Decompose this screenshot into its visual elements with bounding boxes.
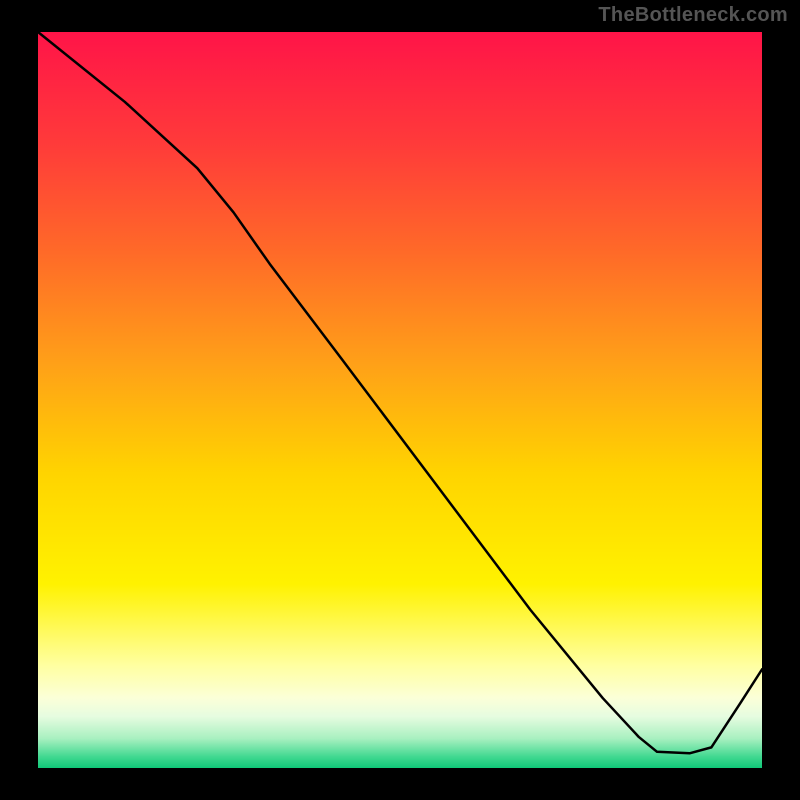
watermark-text: TheBottleneck.com: [598, 4, 788, 27]
chart-svg: [0, 0, 800, 800]
gradient-plot-area: [38, 32, 762, 768]
bottleneck-chart: TheBottleneck.com: [0, 0, 800, 800]
